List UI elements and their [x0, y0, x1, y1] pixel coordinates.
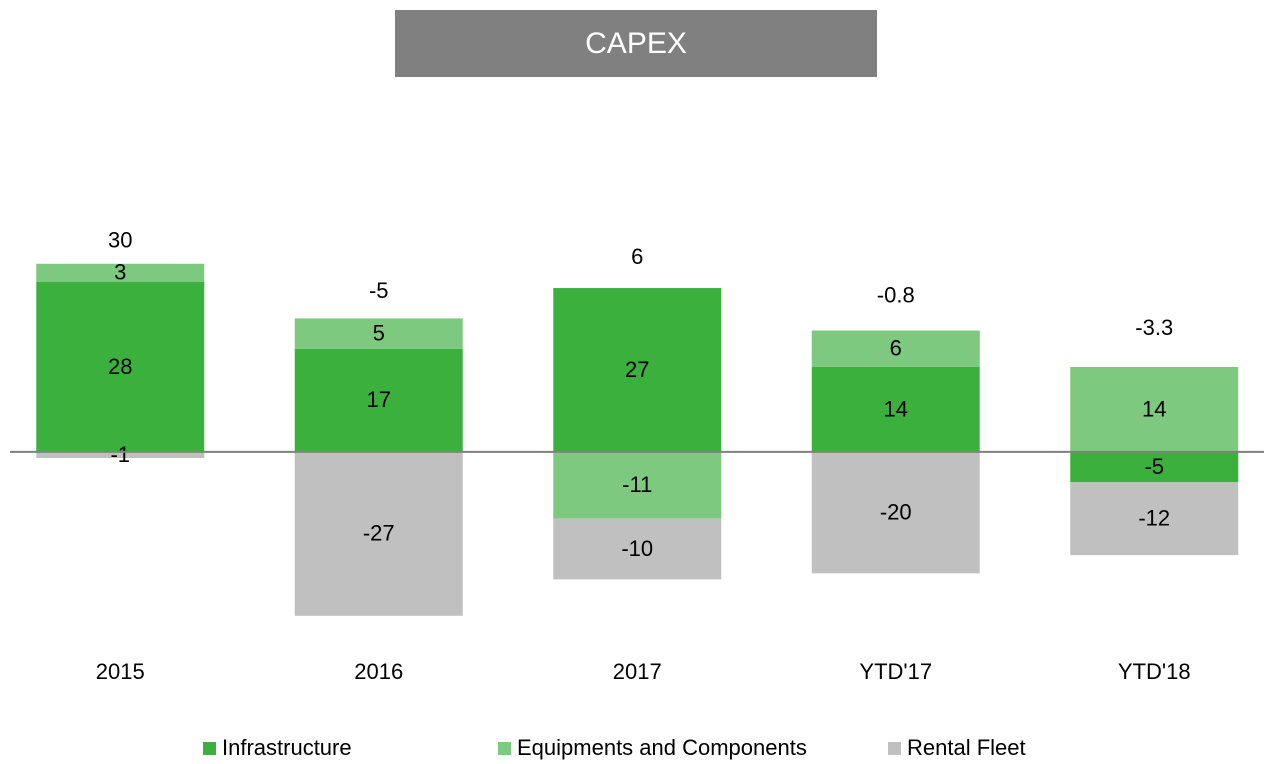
bar-segment	[1070, 451, 1239, 483]
title-box	[395, 10, 877, 77]
bar-segment	[553, 518, 722, 580]
bar-segment	[294, 451, 463, 616]
segment-label: -20	[880, 499, 912, 524]
bar-segment	[553, 451, 722, 519]
bar-segment	[553, 288, 722, 452]
legend-swatch	[498, 742, 511, 755]
segment-label: 5	[373, 320, 385, 345]
bar-segment	[36, 451, 205, 458]
x-tick-label: 2015	[96, 659, 145, 684]
legend-swatch	[888, 742, 901, 755]
segment-label: -11	[622, 472, 652, 497]
segment-label: 27	[625, 357, 649, 382]
bar-segment	[294, 318, 463, 349]
total-label: 6	[631, 244, 643, 269]
bar-segment	[294, 348, 463, 452]
bar-segment	[36, 281, 205, 452]
segment-label: 28	[108, 354, 132, 379]
bar-segment	[1070, 482, 1239, 556]
segment-label: 6	[890, 336, 902, 361]
chart-title: CAPEX	[585, 27, 687, 60]
segment-label: -5	[1144, 454, 1164, 479]
total-label: -3.3	[1135, 315, 1173, 340]
segment-label: -1	[110, 442, 130, 467]
segment-label: 17	[367, 387, 391, 412]
x-tick-label: 2017	[613, 659, 662, 684]
bar-segment	[1070, 366, 1239, 452]
legend-label: Infrastructure	[222, 735, 352, 760]
segment-label: 14	[884, 396, 908, 421]
segment-label: -27	[363, 521, 395, 546]
segment-label: 3	[114, 260, 126, 285]
total-label: -0.8	[877, 282, 915, 307]
segment-label: -12	[1138, 505, 1170, 530]
bar-segment	[811, 366, 980, 452]
segment-label: -10	[621, 536, 653, 561]
bar-segment	[811, 451, 980, 574]
total-label: -5	[369, 278, 389, 303]
legend-label: Rental Fleet	[907, 735, 1026, 760]
x-tick-label: YTD'18	[1118, 659, 1191, 684]
legend-label: Equipments and Components	[517, 735, 807, 760]
x-tick-label: 2016	[354, 659, 403, 684]
segment-label: 14	[1142, 396, 1166, 421]
total-label: 30	[108, 228, 132, 253]
bar-segment	[811, 330, 980, 367]
x-tick-label: YTD'17	[859, 659, 932, 684]
legend-swatch	[203, 742, 216, 755]
bar-segment	[36, 263, 205, 282]
